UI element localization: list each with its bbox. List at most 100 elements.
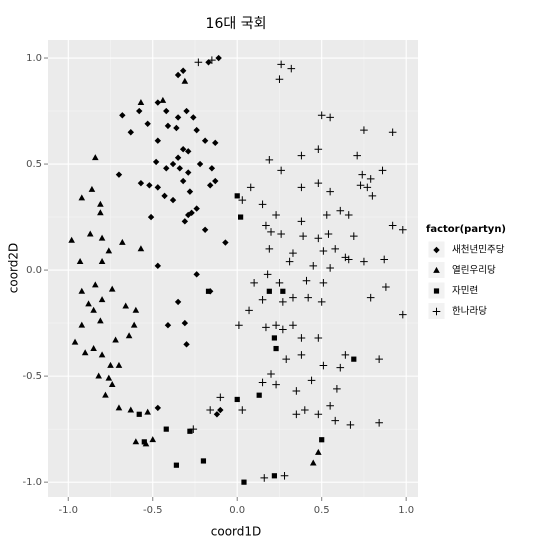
x-tick-label: 1.0 [398, 505, 414, 516]
point [119, 238, 126, 245]
point [272, 211, 280, 219]
point [388, 128, 397, 137]
point [344, 211, 353, 219]
point [277, 166, 285, 175]
point [388, 221, 397, 230]
point [302, 276, 311, 285]
y-tick-label: -0.5 [22, 371, 42, 382]
point [398, 225, 407, 234]
point [176, 165, 183, 172]
point [307, 376, 316, 385]
point [85, 300, 92, 307]
point [319, 247, 328, 255]
point [368, 192, 377, 200]
point [95, 372, 102, 379]
point [187, 428, 193, 434]
point [193, 271, 200, 278]
point [245, 306, 253, 315]
point [250, 279, 258, 287]
point [193, 126, 200, 134]
point [112, 336, 119, 343]
point [272, 380, 280, 389]
point [234, 193, 240, 199]
point [360, 257, 368, 266]
point [181, 319, 189, 327]
point [258, 295, 267, 304]
point [108, 285, 116, 292]
point [149, 436, 157, 443]
y-axis-label: coord2D [7, 243, 21, 294]
point [201, 226, 209, 233]
point [258, 200, 267, 209]
legend-title: factor(partyn) [426, 224, 506, 235]
point [358, 170, 367, 179]
point [234, 396, 240, 403]
x-tick-label: 0.0 [229, 505, 245, 516]
point [152, 158, 160, 166]
point [201, 137, 209, 144]
point [86, 230, 94, 237]
point [105, 374, 113, 381]
point [185, 148, 192, 155]
point [189, 425, 198, 433]
point [174, 114, 182, 121]
point [125, 332, 133, 339]
legend-label: 한나라당 [452, 306, 487, 317]
point [289, 321, 297, 330]
point [174, 71, 182, 79]
point [154, 184, 162, 191]
point [297, 183, 306, 192]
point [375, 418, 383, 427]
point [216, 393, 225, 402]
x-axis-label: coord1D [211, 525, 262, 539]
point [98, 296, 106, 303]
point [324, 230, 333, 238]
legend-symbol [432, 307, 441, 316]
chart-title: 16대 국회 [206, 16, 267, 32]
point [212, 177, 219, 185]
point [333, 385, 341, 393]
y-tick-label: 0.0 [26, 265, 42, 276]
point [90, 344, 97, 351]
point [285, 257, 294, 266]
point [146, 182, 153, 189]
point [205, 59, 212, 66]
point [169, 160, 177, 168]
point [92, 281, 99, 288]
point [380, 255, 389, 264]
point [173, 462, 180, 468]
point [353, 151, 361, 160]
point [130, 321, 138, 328]
point [375, 355, 383, 363]
point [154, 404, 162, 412]
point [336, 363, 345, 372]
point [115, 171, 123, 178]
point [141, 439, 147, 445]
point [275, 75, 284, 84]
point [213, 411, 221, 418]
y-tick-label: 0.5 [26, 159, 42, 170]
point [267, 370, 275, 378]
point [363, 183, 372, 192]
point [194, 58, 203, 67]
legend-label: 새천년민주당 [452, 245, 505, 256]
y-tick-label: 1.0 [26, 53, 42, 64]
point [208, 56, 216, 64]
point [304, 293, 312, 302]
point [351, 356, 357, 362]
point [147, 213, 155, 221]
point [292, 387, 301, 395]
point [331, 416, 340, 425]
legend-label: 자민련 [452, 286, 478, 297]
point [122, 302, 130, 309]
point [277, 230, 285, 238]
point [356, 181, 365, 190]
point [398, 310, 407, 319]
point [314, 410, 323, 419]
point [185, 169, 192, 176]
point [271, 473, 277, 479]
point [137, 98, 145, 105]
point [196, 160, 204, 168]
point [287, 64, 296, 73]
